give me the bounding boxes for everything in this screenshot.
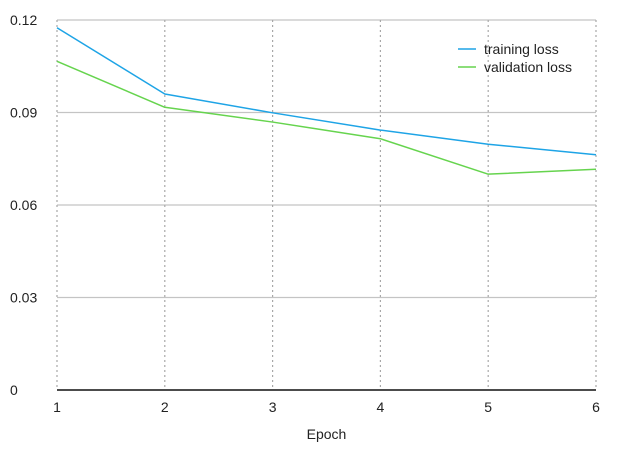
x-tick-label-5: 6	[592, 399, 600, 415]
y-tick-label-0: 0	[10, 382, 18, 398]
grid	[56, 19, 597, 390]
y-tick-label-4: 0.12	[10, 12, 37, 28]
x-tick-label-3: 4	[377, 399, 385, 415]
x-axis-label: Epoch	[307, 426, 347, 442]
legend: training loss validation loss	[458, 41, 572, 75]
legend-label-0: training loss	[484, 41, 559, 57]
x-axis-ticks: 1 2 3 4 5 6	[53, 399, 600, 415]
x-tick-label-4: 5	[484, 399, 492, 415]
y-tick-label-2: 0.06	[10, 197, 37, 213]
y-axis-ticks: 0 0.03 0.06 0.09 0.12	[10, 12, 37, 398]
x-tick-label-2: 3	[269, 399, 277, 415]
series-lines	[56, 27, 597, 175]
series-line-1	[56, 60, 597, 175]
x-tick-label-0: 1	[53, 399, 61, 415]
y-tick-label-1: 0.03	[10, 290, 37, 306]
x-tick-label-1: 2	[161, 399, 169, 415]
series-line-0	[56, 27, 597, 156]
legend-label-1: validation loss	[484, 59, 572, 75]
y-tick-label-3: 0.09	[10, 105, 37, 121]
